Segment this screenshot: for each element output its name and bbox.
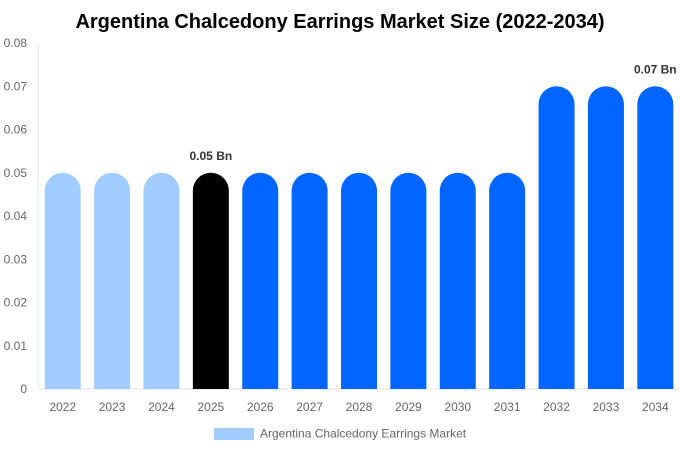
y-tick-label: 0.08 bbox=[4, 36, 28, 50]
bar-2029[interactable] bbox=[390, 172, 427, 389]
x-tick-label: 2030 bbox=[444, 400, 471, 414]
y-tick-label: 0.01 bbox=[4, 339, 28, 353]
x-tick-label: 2027 bbox=[296, 400, 323, 414]
bar-2030[interactable] bbox=[439, 172, 476, 389]
y-tick-label: 0.02 bbox=[4, 296, 28, 310]
x-tick-label: 2028 bbox=[346, 400, 373, 414]
bar-2022[interactable] bbox=[44, 172, 81, 389]
x-tick-label: 2022 bbox=[49, 400, 76, 414]
legend-swatch bbox=[214, 428, 254, 440]
bar-2026[interactable] bbox=[242, 172, 279, 389]
x-tick-label: 2031 bbox=[494, 400, 521, 414]
legend[interactable]: Argentina Chalcedony Earrings Market bbox=[214, 427, 467, 441]
bar-2024[interactable] bbox=[143, 172, 180, 389]
x-tick-label: 2029 bbox=[395, 400, 422, 414]
bar-2034[interactable] bbox=[637, 86, 674, 389]
bars bbox=[44, 86, 674, 389]
x-tick-label: 2034 bbox=[642, 400, 669, 414]
bar-2028[interactable] bbox=[341, 172, 377, 389]
legend-label: Argentina Chalcedony Earrings Market bbox=[260, 427, 467, 441]
x-tick-label: 2032 bbox=[543, 400, 570, 414]
bar-2025[interactable] bbox=[192, 172, 229, 389]
bar-2023[interactable] bbox=[94, 172, 131, 389]
y-tick-label: 0.03 bbox=[4, 252, 28, 266]
bar-2027[interactable] bbox=[291, 172, 328, 389]
bar-2032[interactable] bbox=[538, 86, 575, 389]
x-tick-label: 2026 bbox=[247, 400, 274, 414]
x-tick-label: 2024 bbox=[148, 400, 175, 414]
x-tick-label: 2025 bbox=[197, 400, 224, 414]
y-tick-label: 0.07 bbox=[4, 79, 28, 93]
y-tick-label: 0.06 bbox=[4, 123, 28, 137]
data-label-2034: 0.07 Bn bbox=[634, 62, 677, 76]
y-tick-label: 0.05 bbox=[4, 166, 28, 180]
data-label-2025: 0.05 Bn bbox=[190, 149, 233, 163]
bar-2033[interactable] bbox=[587, 86, 624, 389]
x-tick-label: 2023 bbox=[99, 400, 126, 414]
x-axis: 2022 2023 2024 2025 2026 2027 2028 2029 2030 2031… bbox=[49, 400, 669, 414]
chart-title: Argentina Chalcedony Earrings Market Siz… bbox=[75, 11, 604, 33]
y-tick-label: 0 bbox=[20, 382, 27, 396]
x-tick-label: 2033 bbox=[593, 400, 620, 414]
bar-2031[interactable] bbox=[489, 172, 526, 389]
y-tick-label: 0.04 bbox=[4, 209, 28, 223]
data-labels: 0.05 Bn 0.07 Bn bbox=[190, 62, 677, 163]
